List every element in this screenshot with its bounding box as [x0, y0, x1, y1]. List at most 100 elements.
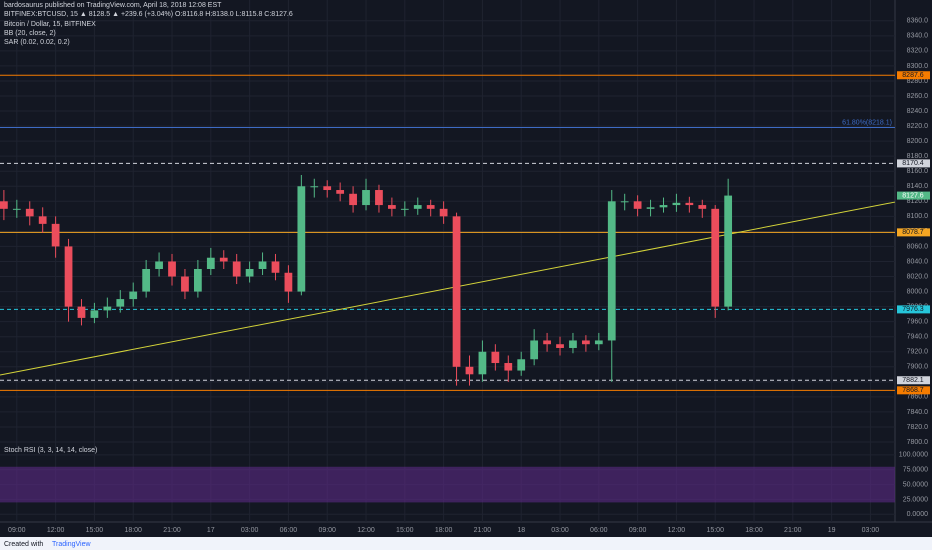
candle-body: [646, 207, 655, 209]
y-tick-label: 7920.0: [907, 349, 929, 356]
y-tick-label: 8100.0: [907, 213, 929, 220]
y-tick-label: 7960.0: [907, 318, 929, 325]
indicator: BB (20, close, 2): [4, 30, 56, 37]
x-tick-label: 09:00: [8, 527, 26, 534]
x-tick-label: 15:00: [86, 527, 104, 534]
y-tick-label: 8360.0: [907, 18, 929, 25]
candle-body: [194, 269, 202, 292]
candle-body: [659, 205, 668, 208]
footer-created: Created with: [4, 541, 43, 548]
x-tick-label: 21:00: [784, 527, 802, 534]
y-tick-label: 7940.0: [907, 334, 929, 341]
chart-title: Bitcoin / Dollar, 15, BITFINEX: [4, 21, 96, 28]
candle-body: [724, 195, 733, 307]
level-label: 7868.7: [902, 387, 924, 394]
author-line: bardosaurus published on TradingView.com…: [4, 2, 222, 9]
candle-body: [232, 261, 241, 277]
level-label: 7976.3: [902, 306, 924, 313]
candle-body: [25, 208, 34, 217]
candle-body: [362, 190, 370, 206]
candle-body: [310, 186, 319, 188]
candle-body: [607, 201, 616, 341]
candle-body: [543, 340, 551, 345]
candle-body: [297, 186, 306, 292]
x-tick-label: 21:00: [163, 527, 181, 534]
candle-body: [142, 269, 151, 292]
x-tick-label: 18: [517, 527, 525, 534]
y-tick-label: 8320.0: [907, 48, 929, 55]
y-tick-label: 8300.0: [907, 63, 929, 70]
stoch-title: Stoch RSI (3, 3, 14, 14, close): [4, 447, 97, 454]
x-tick-label: 06:00: [280, 527, 298, 534]
y-tick-label: 7860.0: [907, 394, 929, 401]
candle-body: [258, 261, 267, 270]
candle-body: [349, 193, 357, 206]
candle-body: [685, 202, 694, 206]
footer-brand: TradingView: [52, 541, 91, 548]
candle-body: [388, 205, 396, 209]
x-tick-label: 03:00: [241, 527, 259, 534]
candle-body: [698, 205, 707, 209]
y-tick-label: 8280.0: [907, 78, 929, 85]
last-price-label: 8127.6: [902, 192, 924, 199]
y-tick-label: 8340.0: [907, 33, 929, 40]
x-tick-label: 12:00: [357, 527, 375, 534]
candle-body: [219, 257, 228, 262]
level-label-box: [897, 305, 930, 314]
candle-body: [594, 340, 603, 345]
level-label-box: [897, 228, 930, 237]
candle-body: [517, 359, 526, 371]
candle-body: [129, 291, 138, 300]
candle-body: [530, 340, 539, 360]
x-tick-label: 18:00: [124, 527, 142, 534]
y-tick-label: 8160.0: [907, 168, 929, 175]
y-tick-label: 7800.0: [907, 439, 929, 446]
stoch-tick-label: 75.0000: [903, 467, 928, 474]
x-tick-label: 17: [207, 527, 215, 534]
level-label: 8078.7: [902, 229, 924, 236]
candle-body: [465, 366, 474, 375]
y-tick-label: 8140.0: [907, 183, 929, 190]
candle-body: [168, 261, 176, 277]
x-tick-label: 18:00: [435, 527, 453, 534]
candle-body: [452, 216, 461, 367]
candle-body: [12, 208, 21, 210]
y-tick-label: 8260.0: [907, 93, 929, 100]
y-tick-label: 7840.0: [907, 409, 929, 416]
y-tick-label: 8000.0: [907, 288, 929, 295]
candle-body: [556, 344, 564, 348]
candle-body: [51, 223, 60, 247]
candle-body: [633, 201, 642, 209]
candle-body: [271, 261, 280, 273]
level-label: 8287.6: [902, 72, 924, 79]
candle-body: [413, 205, 422, 209]
x-tick-label: 06:00: [590, 527, 608, 534]
candle-body: [38, 216, 47, 224]
footer-bar: [0, 537, 932, 550]
stoch-tick-label: 0.0000: [907, 511, 929, 518]
y-tick-label: 8180.0: [907, 153, 929, 160]
fib-label: 61.80%(8218.1): [842, 119, 892, 126]
candle-body: [323, 186, 332, 191]
candle-body: [375, 190, 383, 206]
stoch-tick-label: 100.0000: [899, 452, 928, 459]
stoch-band: [0, 466, 895, 503]
trendline: [0, 201, 896, 376]
candle-body: [491, 351, 500, 364]
candle-body: [569, 340, 577, 348]
y-tick-label: 8240.0: [907, 108, 929, 115]
x-tick-label: 03:00: [862, 527, 880, 534]
candle-body: [711, 208, 720, 307]
y-tick-label: 8040.0: [907, 258, 929, 265]
x-tick-label: 03:00: [551, 527, 569, 534]
candle-body: [206, 257, 215, 270]
x-tick-label: 19: [828, 527, 836, 534]
indicator: SAR (0.02, 0.02, 0.2): [4, 39, 70, 46]
x-tick-label: 18:00: [745, 527, 763, 534]
level-label: 7882.1: [902, 377, 924, 384]
x-tick-label: 15:00: [706, 527, 724, 534]
stoch-tick-label: 25.0000: [903, 496, 928, 503]
y-tick-label: 7820.0: [907, 424, 929, 431]
